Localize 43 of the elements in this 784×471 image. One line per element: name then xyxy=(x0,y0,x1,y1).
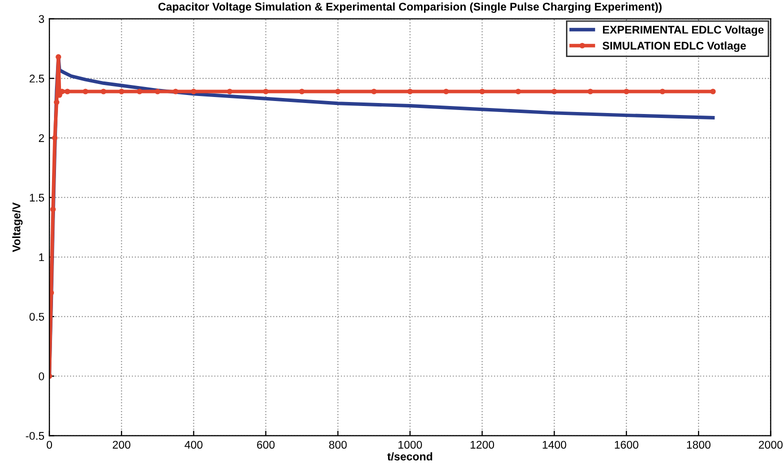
point xyxy=(299,88,305,94)
x-tick-label: 200 xyxy=(112,440,130,449)
legend-label: SIMULATION EDLC Votlage xyxy=(602,41,746,52)
y-tick-label: 3 xyxy=(38,15,44,23)
chart-title: Capacitor Voltage Simulation & Experimental Comparision (Single Pulse Charging Experiment)) xyxy=(158,2,662,13)
x-tick-label: 1000 xyxy=(398,440,422,449)
point xyxy=(371,88,377,94)
point xyxy=(82,88,88,94)
point xyxy=(335,88,341,94)
x-axis-title: t/second xyxy=(387,452,432,461)
x-tick-label: 1400 xyxy=(542,440,566,449)
point xyxy=(50,206,56,212)
y-tick-label: 2.5 xyxy=(30,74,44,83)
x-tick-label: 800 xyxy=(329,440,347,449)
point xyxy=(154,88,160,94)
legend-label: EXPERIMENTAL EDLC Voltage xyxy=(602,26,764,36)
point xyxy=(190,88,196,94)
x-tick-label: 1600 xyxy=(614,440,638,449)
point xyxy=(660,88,666,94)
x-tick-label: 1800 xyxy=(687,440,710,449)
point xyxy=(624,88,630,94)
point xyxy=(136,88,142,94)
y-tick-label: 2 xyxy=(38,134,44,142)
point xyxy=(588,88,594,94)
y-tick-label: 0 xyxy=(38,372,44,380)
x-tick-label: 400 xyxy=(184,440,202,449)
x-tick-label: 0 xyxy=(46,440,52,449)
y-axis-title: Voltage/V xyxy=(12,202,23,252)
point xyxy=(118,88,124,94)
y-tick-label: 1 xyxy=(39,253,44,262)
point xyxy=(64,88,70,94)
point xyxy=(100,88,106,94)
point xyxy=(172,88,178,94)
x-tick-label: 600 xyxy=(257,440,275,449)
y-tick-label: -0.5 xyxy=(26,432,44,440)
x-tick-label: 2000 xyxy=(758,440,783,449)
y-tick-label: 0.5 xyxy=(30,312,44,321)
x-tick-label: 1200 xyxy=(470,440,494,449)
point xyxy=(407,88,413,94)
y-tick-label: 1.5 xyxy=(30,194,44,202)
point xyxy=(710,88,716,94)
point xyxy=(443,88,449,94)
point xyxy=(479,88,485,94)
